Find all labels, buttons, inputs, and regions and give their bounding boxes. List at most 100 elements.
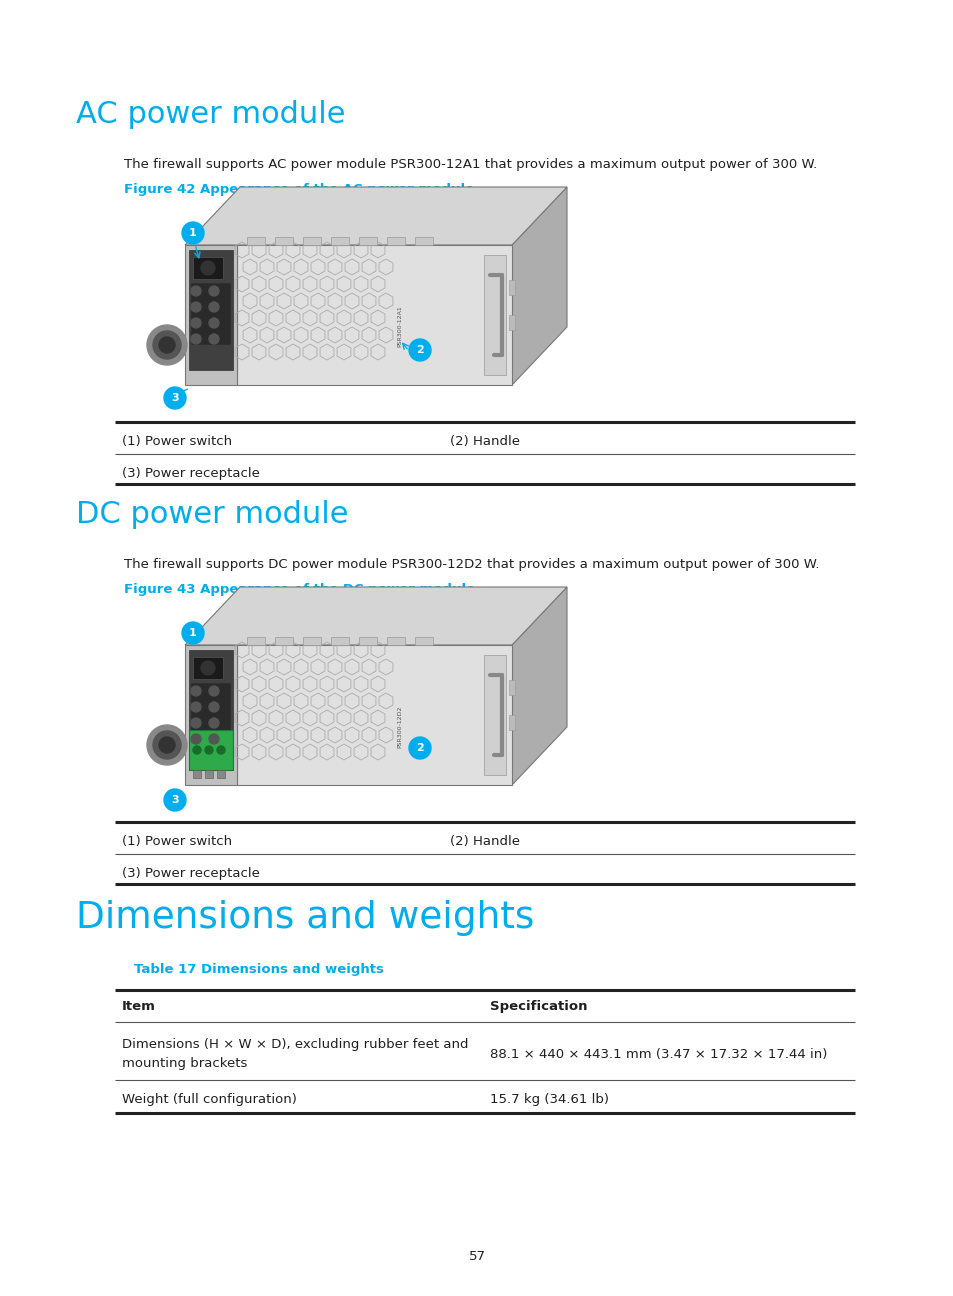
Text: Weight (full configuration): Weight (full configuration) [122, 1093, 296, 1105]
Circle shape [201, 661, 214, 675]
Text: Item: Item [122, 1001, 155, 1013]
Polygon shape [189, 730, 233, 770]
Text: PSR300-12A1: PSR300-12A1 [396, 305, 401, 347]
Circle shape [209, 734, 219, 744]
Polygon shape [509, 715, 515, 730]
Text: DC power module: DC power module [76, 500, 348, 529]
Circle shape [409, 737, 431, 759]
Polygon shape [216, 770, 225, 778]
Text: 1: 1 [189, 629, 196, 638]
Text: Table 17 Dimensions and weights: Table 17 Dimensions and weights [133, 963, 383, 976]
Polygon shape [358, 638, 376, 645]
Circle shape [209, 334, 219, 343]
Text: (3) Power receptacle: (3) Power receptacle [122, 467, 259, 480]
Polygon shape [483, 654, 505, 775]
Circle shape [152, 731, 181, 759]
Circle shape [159, 337, 174, 353]
Polygon shape [193, 657, 223, 679]
Polygon shape [185, 245, 236, 385]
Text: AC power module: AC power module [76, 100, 345, 130]
Text: The firewall supports AC power module PSR300-12A1 that provides a maximum output: The firewall supports AC power module PS… [124, 158, 817, 171]
Circle shape [147, 325, 187, 365]
Polygon shape [189, 651, 233, 770]
Polygon shape [236, 245, 512, 385]
Polygon shape [193, 257, 223, 279]
Circle shape [191, 686, 201, 696]
Text: 57: 57 [468, 1251, 485, 1264]
Circle shape [164, 388, 186, 410]
Polygon shape [509, 315, 515, 330]
Text: Figure 42 Appearance of the AC power module: Figure 42 Appearance of the AC power mod… [124, 183, 474, 196]
Text: Dimensions and weights: Dimensions and weights [76, 899, 534, 936]
Circle shape [191, 286, 201, 295]
Circle shape [209, 718, 219, 728]
Polygon shape [509, 280, 515, 295]
Polygon shape [303, 237, 320, 245]
Polygon shape [483, 255, 505, 375]
Text: 3: 3 [171, 794, 178, 805]
Polygon shape [274, 237, 293, 245]
Text: (1) Power switch: (1) Power switch [122, 835, 232, 848]
Polygon shape [193, 770, 201, 778]
Polygon shape [247, 237, 265, 245]
Polygon shape [205, 770, 213, 778]
Circle shape [191, 334, 201, 343]
Polygon shape [387, 638, 405, 645]
Circle shape [201, 260, 214, 275]
Text: Figure 43 Appearance of the DC power module: Figure 43 Appearance of the DC power mod… [124, 583, 475, 596]
Circle shape [164, 789, 186, 811]
Polygon shape [247, 638, 265, 645]
Circle shape [191, 318, 201, 328]
Polygon shape [185, 645, 236, 785]
Circle shape [193, 746, 201, 754]
Circle shape [209, 302, 219, 312]
Text: 2: 2 [416, 345, 423, 355]
Circle shape [191, 734, 201, 744]
Circle shape [209, 286, 219, 295]
Text: 3: 3 [171, 393, 178, 403]
Circle shape [152, 330, 181, 359]
Text: PSR300-12D2: PSR300-12D2 [396, 705, 401, 748]
Polygon shape [415, 237, 433, 245]
Polygon shape [387, 237, 405, 245]
Polygon shape [512, 187, 566, 385]
Text: 88.1 × 440 × 443.1 mm (3.47 × 17.32 × 17.44 in): 88.1 × 440 × 443.1 mm (3.47 × 17.32 × 17… [490, 1048, 826, 1061]
Circle shape [209, 702, 219, 712]
Circle shape [191, 718, 201, 728]
Polygon shape [512, 587, 566, 785]
Polygon shape [331, 237, 349, 245]
Circle shape [191, 702, 201, 712]
Polygon shape [185, 187, 566, 245]
Circle shape [205, 746, 213, 754]
Text: 1: 1 [189, 228, 196, 238]
Text: 2: 2 [416, 743, 423, 753]
Text: (2) Handle: (2) Handle [450, 835, 519, 848]
Circle shape [182, 622, 204, 644]
Text: (2) Handle: (2) Handle [450, 435, 519, 448]
Polygon shape [358, 237, 376, 245]
Circle shape [191, 302, 201, 312]
Polygon shape [509, 680, 515, 695]
Text: (1) Power switch: (1) Power switch [122, 435, 232, 448]
Text: Dimensions (H × W × D), excluding rubber feet and
mounting brackets: Dimensions (H × W × D), excluding rubber… [122, 1038, 468, 1070]
Circle shape [159, 737, 174, 753]
Circle shape [147, 724, 187, 765]
Circle shape [182, 222, 204, 244]
Text: 15.7 kg (34.61 lb): 15.7 kg (34.61 lb) [490, 1093, 608, 1105]
Polygon shape [303, 638, 320, 645]
Polygon shape [236, 645, 512, 785]
Text: The firewall supports DC power module PSR300-12D2 that provides a maximum output: The firewall supports DC power module PS… [124, 559, 819, 572]
Polygon shape [189, 250, 233, 369]
Polygon shape [185, 587, 566, 645]
Circle shape [216, 746, 225, 754]
Circle shape [409, 340, 431, 362]
Polygon shape [331, 638, 349, 645]
Text: (3) Power receptacle: (3) Power receptacle [122, 867, 259, 880]
Circle shape [209, 318, 219, 328]
Polygon shape [274, 638, 293, 645]
Polygon shape [415, 638, 433, 645]
Polygon shape [191, 683, 231, 745]
Text: Specification: Specification [490, 1001, 587, 1013]
Circle shape [209, 686, 219, 696]
Polygon shape [191, 283, 231, 345]
